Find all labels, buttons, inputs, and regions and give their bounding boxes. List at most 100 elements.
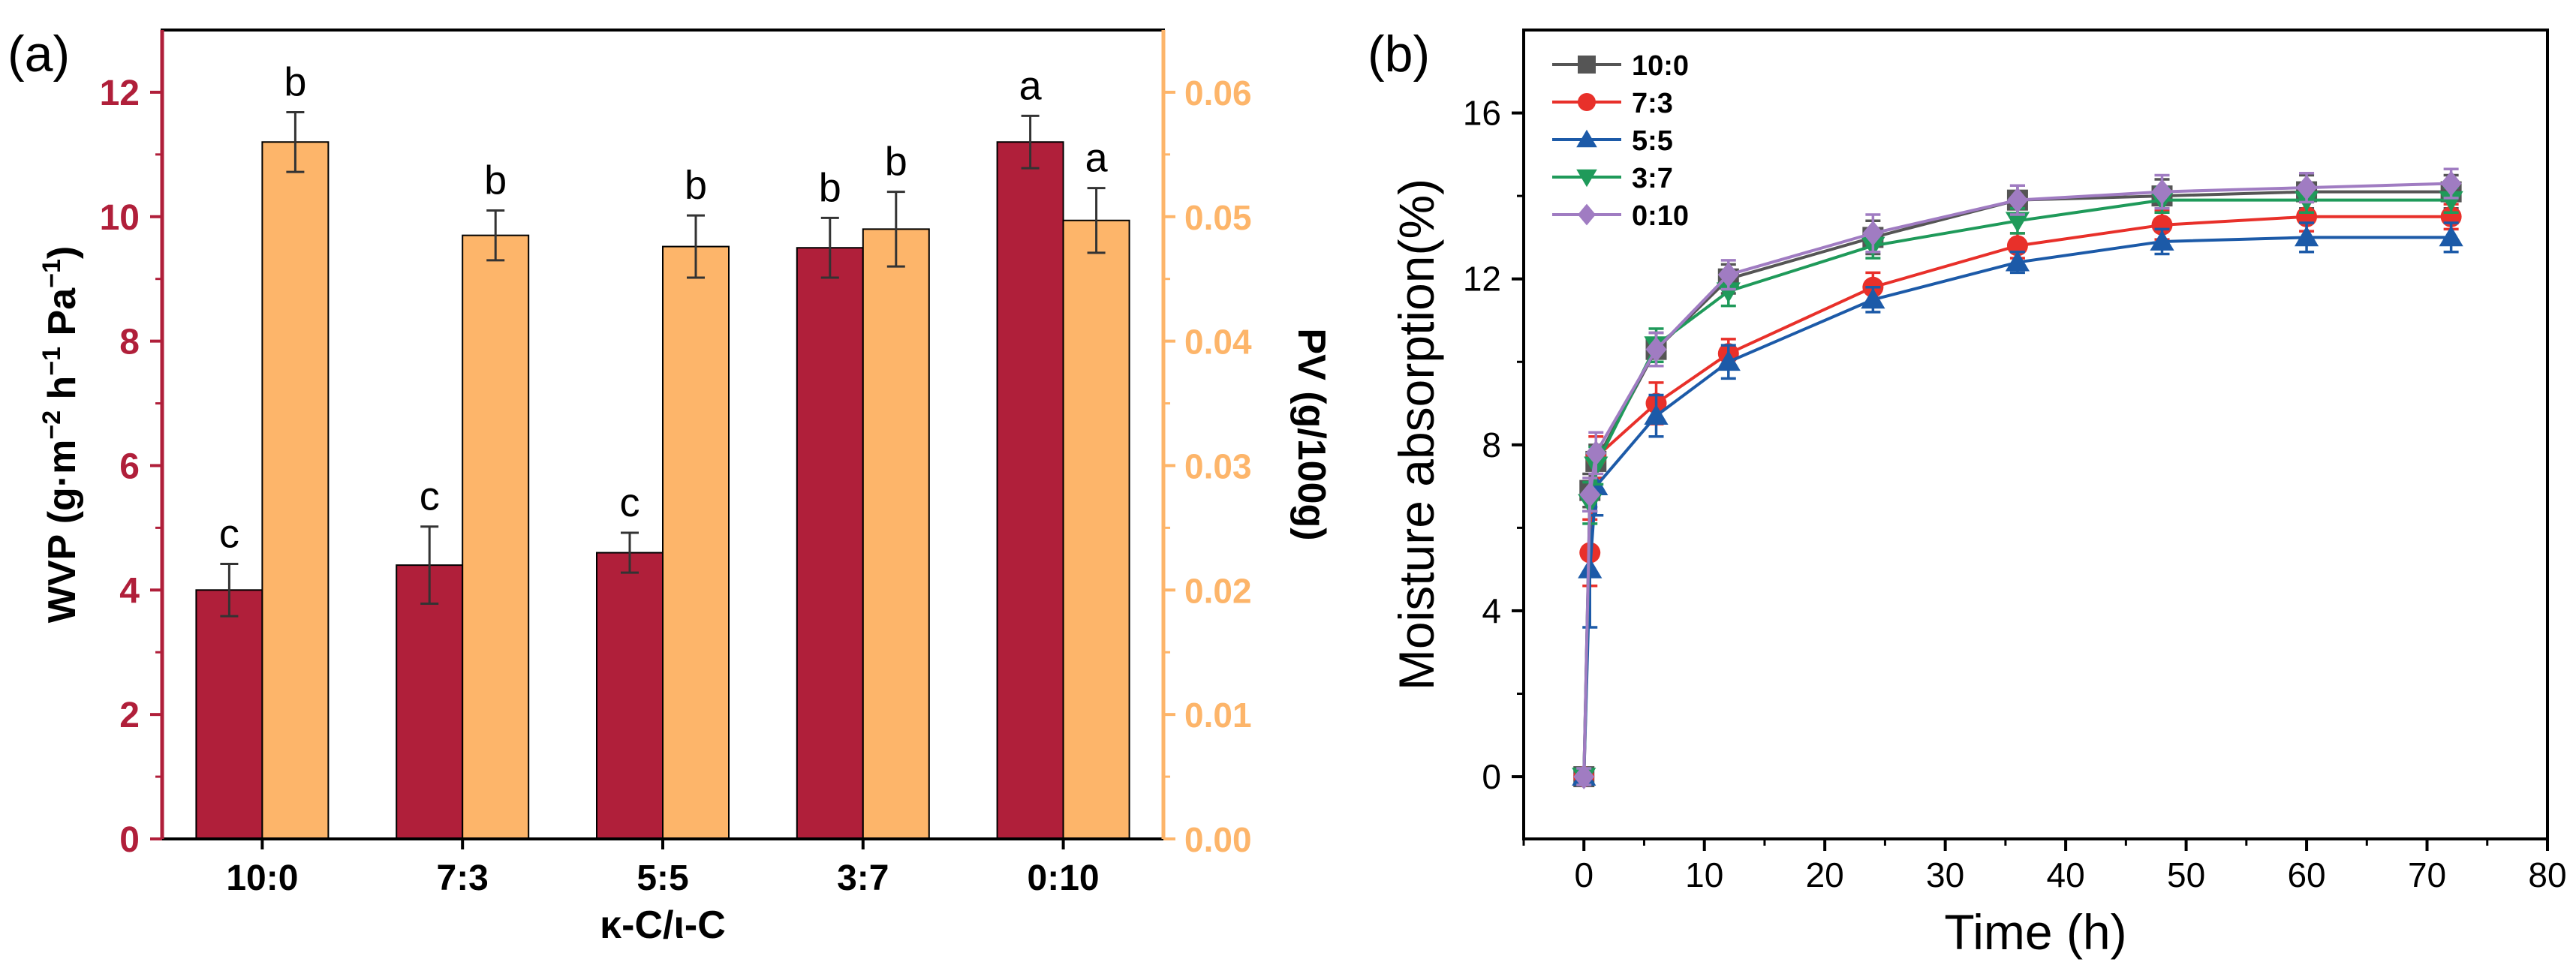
series-4-point-5 [1862, 221, 1884, 246]
series-2-point-7 [2150, 230, 2174, 251]
legend-marker-0 [1578, 56, 1596, 74]
panel-a-y-axis-title: WVP (g·m−2 h−1 Pa−1) [38, 246, 84, 624]
right-tick-label-0.04: 0.04 [1184, 323, 1252, 362]
series-4-point-6 [2006, 187, 2028, 213]
x-tick-label-0: 10:0 [226, 858, 298, 898]
legend-label-0: 10:0 [1632, 50, 1689, 82]
panel-b-line-chart: (b) 0 10 20 30 40 50 60 70 80 0 4 8 12 16 10:0 7:3 5:5… [1368, 26, 2567, 960]
legend-label-2: 5:5 [1632, 125, 1673, 157]
b-y-tick-label-0: 0 [1482, 757, 1501, 796]
b-x-tick-label-20: 20 [1806, 855, 1844, 894]
panel-b-x-ticks: 0 10 20 30 40 50 60 70 80 [1522, 839, 2567, 894]
x-tick-label-3: 3:7 [837, 858, 889, 898]
bar-wvp-2 [596, 552, 664, 840]
series-4-point-1 [1579, 482, 1601, 507]
panel-b-plot-frame [1522, 29, 2549, 840]
series-2-point-9 [2439, 226, 2463, 247]
left-tick-label-4: 4 [119, 571, 140, 611]
panel-b-y-axis-title: Moisture absorption(%) [1389, 179, 1444, 690]
significance-letter-wvp-1: c [420, 474, 440, 519]
legend-marker-3 [1576, 169, 1597, 188]
panel-a-right-ticks: 0.00 0.01 0.02 0.03 0.04 0.05 0.06 [1163, 74, 1252, 859]
x-tick-label-4: 0:10 [1028, 858, 1100, 898]
series-2-point-8 [2294, 226, 2319, 247]
panel-a-y2-axis-title: PV (g/100g) [1290, 328, 1333, 540]
legend-label-3: 3:7 [1632, 163, 1673, 194]
b-y-tick-label-8: 8 [1482, 425, 1501, 464]
significance-letter-pv-1: b [484, 158, 507, 203]
left-tick-label-10: 10 [100, 198, 140, 238]
panel-b-x-axis-title: Time (h) [1944, 904, 2126, 960]
b-x-tick-label-30: 30 [1926, 855, 1964, 894]
b-y-tick-label-16: 16 [1463, 94, 1501, 133]
b-x-tick-label-10: 10 [1685, 855, 1723, 894]
series-4-point-8 [2296, 175, 2318, 200]
series-4-point-0 [1573, 764, 1595, 789]
series-2-point-4 [1716, 350, 1741, 371]
legend-marker-2 [1576, 129, 1597, 148]
panel-a-label: (a) [8, 26, 70, 83]
panel-b-y-ticks: 0 4 8 12 16 [1463, 94, 1524, 796]
bar-pv-3 [862, 228, 930, 840]
series-line-2 [1582, 236, 2451, 777]
significance-letter-pv-2: b [685, 163, 707, 208]
left-tick-label-2: 2 [119, 696, 140, 735]
b-x-tick-label-40: 40 [2047, 855, 2085, 894]
b-y-tick-label-12: 12 [1463, 260, 1501, 299]
b-x-tick-label-70: 70 [2408, 855, 2446, 894]
legend-label-1: 7:3 [1632, 88, 1673, 119]
right-tick-label-0.06: 0.06 [1184, 74, 1252, 113]
left-tick-label-0: 0 [119, 820, 140, 860]
series-4-point-9 [2440, 170, 2462, 197]
bar-pv-1 [462, 234, 530, 840]
series-line-0 [1582, 190, 2451, 777]
bar-pv-0 [261, 141, 330, 840]
panel-a-left-ticks: 0 2 4 6 8 10 12 [100, 74, 162, 860]
significance-letter-wvp-2: c [620, 480, 640, 525]
legend-label-4: 0:10 [1632, 200, 1689, 232]
series-4-point-4 [1717, 262, 1739, 287]
significance-letter-wvp-4: a [1019, 63, 1043, 108]
right-tick-label-0.05: 0.05 [1184, 198, 1252, 237]
series-line-3 [1582, 198, 2451, 777]
series-3-point-9 [2439, 191, 2463, 212]
series-4-point-7 [2151, 179, 2173, 205]
panel-b-legend: 10:0 7:3 5:5 3:7 0:10 [1552, 50, 1689, 232]
bar-wvp-3 [796, 247, 864, 840]
significance-letter-pv-3: b [885, 140, 907, 185]
left-tick-label-12: 12 [100, 74, 140, 113]
left-tick-label-8: 8 [119, 323, 140, 362]
bar-wvp-1 [396, 564, 464, 840]
bar-pv-2 [662, 245, 730, 840]
panel-b-label: (b) [1368, 26, 1430, 83]
panel-b-series [1572, 167, 2463, 789]
bar-pv-4 [1062, 219, 1130, 840]
panel-a-x-axis-title: κ-C/ι-C [600, 903, 726, 947]
right-tick-label-0.00: 0.00 [1184, 820, 1252, 859]
b-x-tick-label-50: 50 [2167, 855, 2205, 894]
series-2-point-6 [2005, 251, 2030, 272]
right-tick-label-0.01: 0.01 [1184, 696, 1252, 735]
x-tick-label-1: 7:3 [437, 858, 489, 898]
b-x-tick-label-80: 80 [2528, 855, 2566, 894]
bar-wvp-0 [195, 589, 263, 840]
series-4-point-2 [1585, 440, 1607, 466]
series-2-point-3 [1644, 404, 1669, 425]
significance-letter-pv-4: a [1085, 136, 1109, 181]
significance-letter-wvp-3: b [819, 165, 841, 210]
series-4-point-3 [1645, 336, 1667, 362]
significance-letter-wvp-0: c [219, 511, 239, 556]
b-y-tick-label-4: 4 [1482, 591, 1501, 630]
panel-a-x-ticks: 10:0 7:3 5:5 3:7 0:10 [226, 839, 1100, 898]
legend-marker-4 [1578, 203, 1596, 226]
legend-marker-1 [1578, 93, 1596, 111]
bar-wvp-4 [996, 141, 1064, 840]
series-3-point-6 [2005, 212, 2030, 233]
x-tick-label-2: 5:5 [636, 858, 688, 898]
series-2-point-5 [1861, 287, 1885, 309]
right-tick-label-0.03: 0.03 [1184, 446, 1252, 485]
series-3-point-4 [1716, 282, 1741, 303]
